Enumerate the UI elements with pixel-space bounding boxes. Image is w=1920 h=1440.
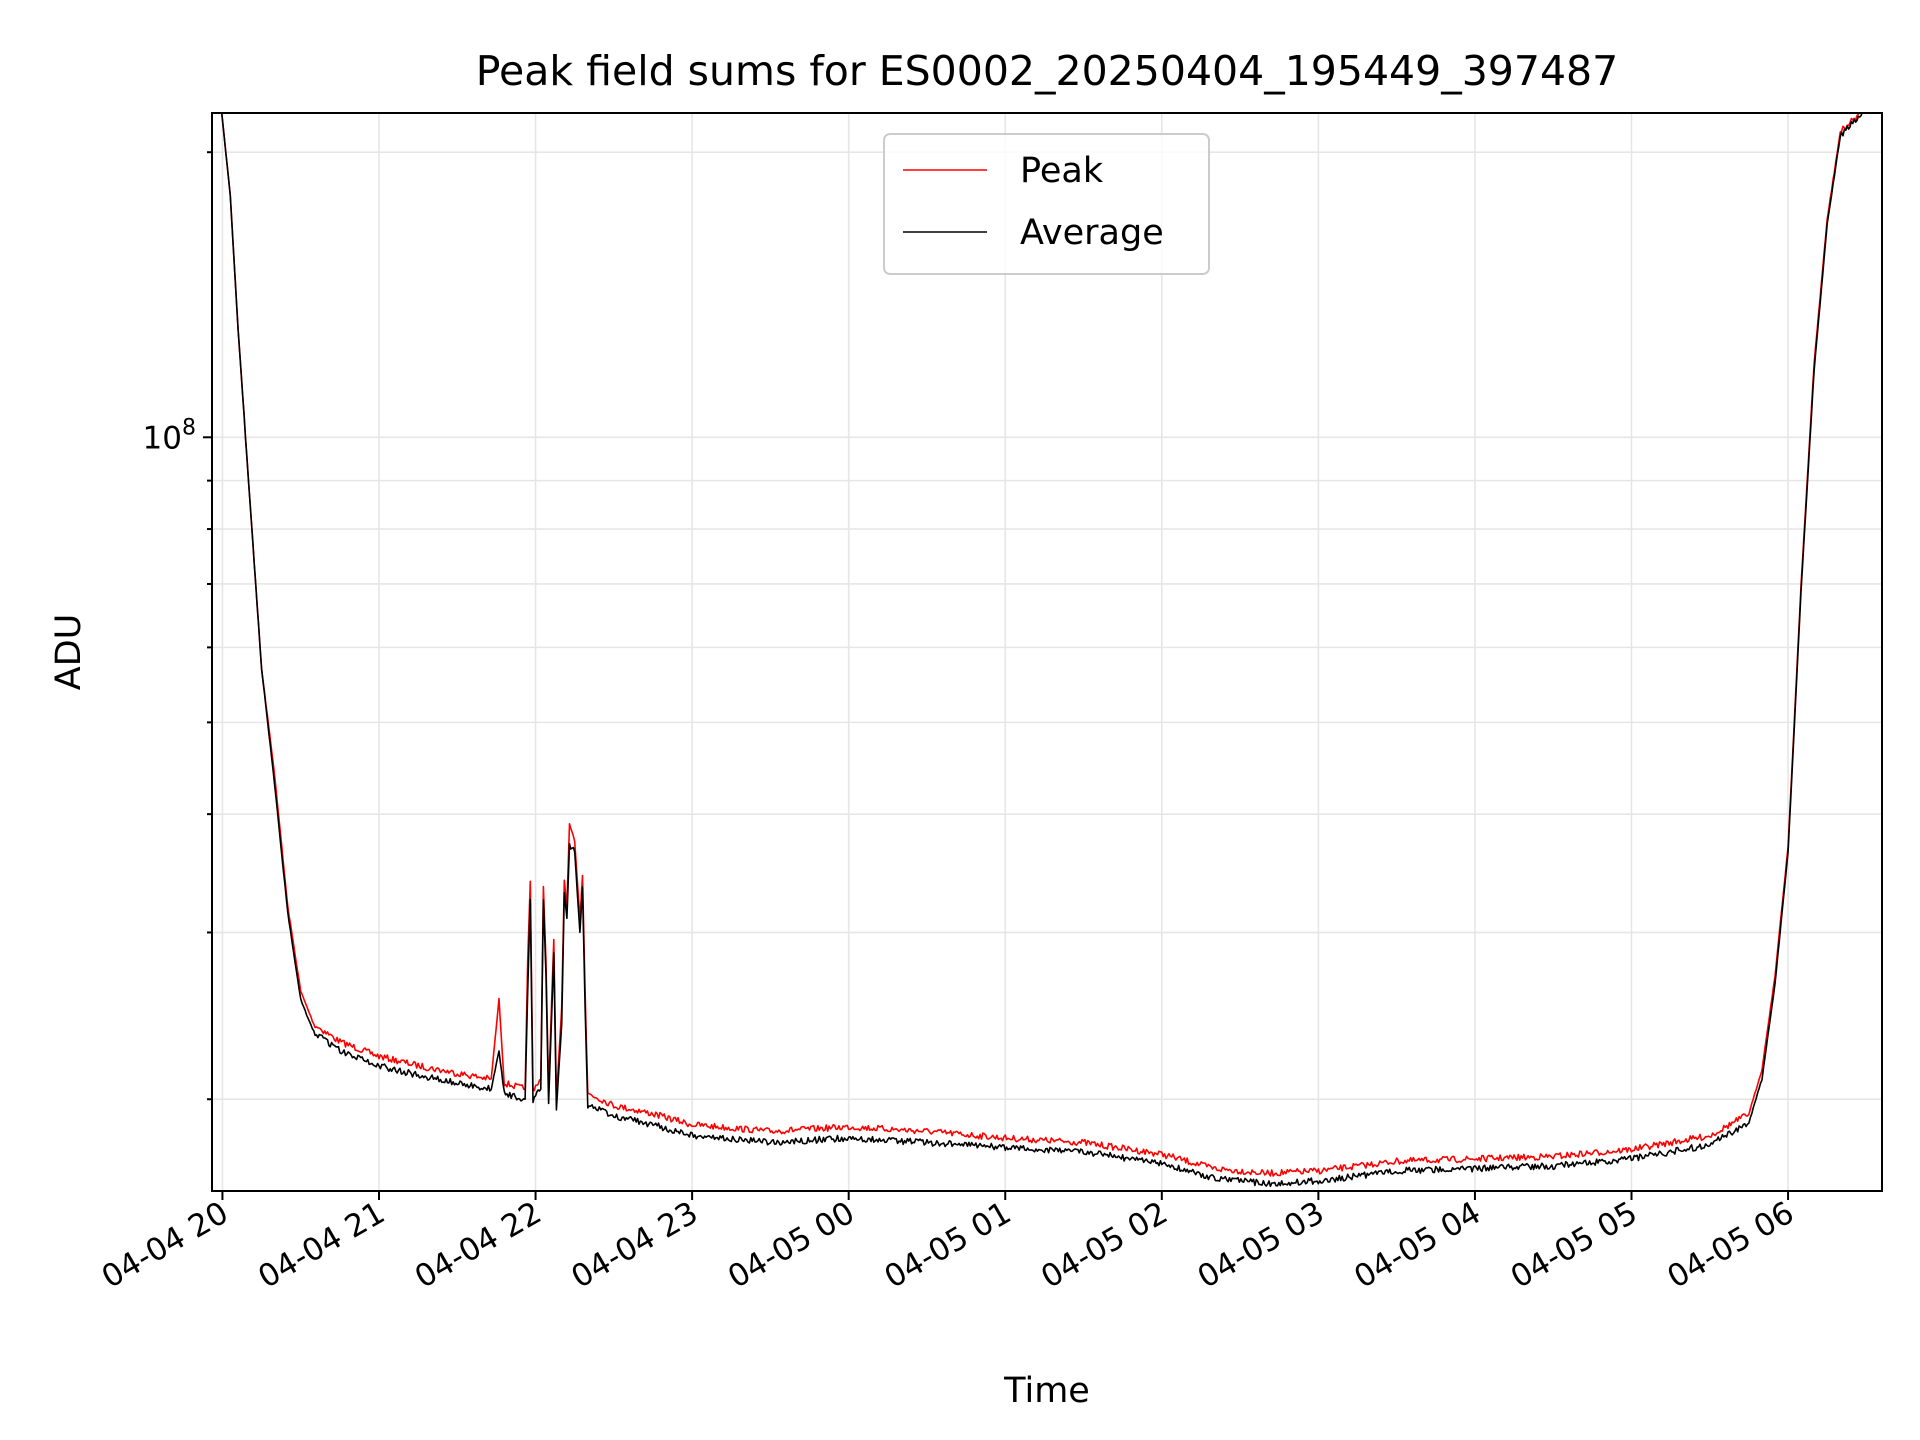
plot-area — [212, 113, 1882, 1191]
legend: Peak Average — [883, 133, 1210, 275]
axes-frame — [211, 112, 1883, 1192]
series-layer — [220, 113, 1865, 1188]
y-tick-label: 108 — [143, 415, 196, 456]
legend-label-average: Average — [1020, 213, 1164, 253]
y-tick-label-base: 10 — [143, 420, 182, 456]
legend-label-peak: Peak — [1020, 151, 1104, 191]
legend-box — [883, 133, 1210, 275]
y-axis-label: ADU — [49, 614, 89, 691]
x-axis-label: Time — [1003, 1371, 1090, 1411]
y-tick-label-exponent: 8 — [182, 415, 196, 440]
y-axis-ticks: 108 — [143, 151, 212, 1101]
series-line-average — [220, 113, 1865, 1188]
series-line-peak — [220, 113, 1860, 1177]
chart-title: Peak field sums for ES0002_20250404_1954… — [476, 47, 1618, 95]
gridlines — [212, 113, 1882, 1191]
